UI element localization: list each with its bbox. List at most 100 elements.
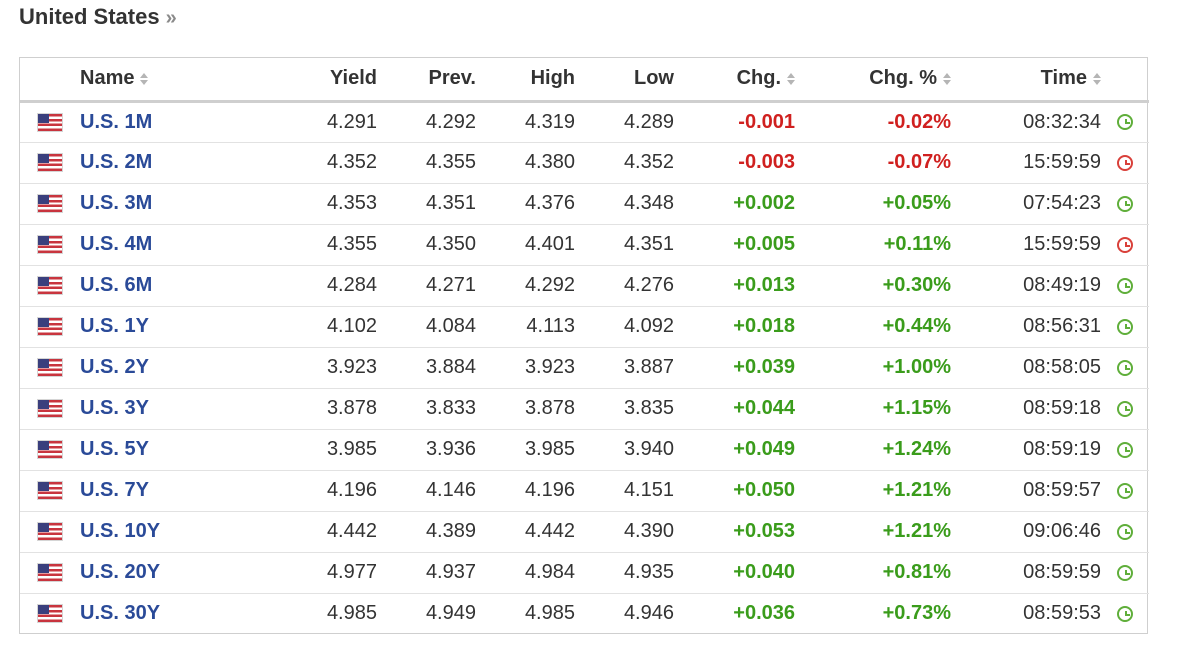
flag-cell	[20, 142, 80, 183]
name-cell: U.S. 1M	[80, 101, 255, 142]
status-cell	[1101, 429, 1149, 470]
yield-cell: 4.196	[326, 479, 377, 501]
clock-icon	[1117, 236, 1133, 253]
sort-icon	[140, 72, 149, 85]
bond-name-link[interactable]: U.S. 30Y	[80, 602, 161, 625]
clock-icon	[1117, 523, 1133, 540]
bond-name-link[interactable]: U.S. 4M	[80, 233, 153, 255]
flag-cell	[20, 388, 80, 429]
high-cell: 3.878	[524, 397, 575, 419]
change-percent-cell: +0.05%	[882, 192, 951, 214]
us-flag-icon	[38, 277, 62, 295]
section-title-link[interactable]: United States»	[19, 4, 177, 30]
chg-pct-column-header[interactable]: Chg. %	[795, 58, 951, 103]
flag-cell	[20, 470, 80, 511]
prev-header-label: Prev.	[428, 67, 476, 90]
time-column-header[interactable]: Time	[951, 58, 1101, 103]
change-cell: +0.049	[733, 438, 795, 460]
flag-cell	[20, 265, 80, 306]
bond-name-link[interactable]: U.S. 2M	[80, 151, 153, 173]
prev-cell: 3.833	[425, 397, 476, 419]
prev-cell: 4.351	[425, 192, 476, 214]
status-cell	[1101, 511, 1149, 552]
low-cell: 4.092	[623, 315, 674, 337]
table-header-row: Name Yield Prev. High Low Chg. Chg. % Ti…	[20, 58, 1149, 103]
flag-cell	[20, 347, 80, 388]
bond-yields-table: Name Yield Prev. High Low Chg. Chg. % Ti…	[20, 58, 1149, 634]
change-cell: +0.036	[733, 602, 795, 625]
us-flag-icon	[38, 318, 62, 336]
bond-name-link[interactable]: U.S. 3M	[80, 192, 153, 214]
bond-name-link[interactable]: U.S. 5Y	[80, 438, 149, 460]
time-cell: 08:32:34	[1023, 110, 1101, 133]
change-cell: -0.003	[738, 151, 795, 173]
table-row: U.S. 7Y 4.196 4.146 4.196 4.151 +0.050 +1.21% 0…	[20, 470, 1149, 511]
low-cell: 3.887	[623, 356, 674, 378]
bond-name-link[interactable]: U.S. 20Y	[80, 561, 161, 583]
change-percent-cell: +1.15%	[882, 397, 951, 419]
high-cell: 4.442	[524, 520, 575, 542]
name-column-header[interactable]: Name	[80, 58, 255, 103]
clock-icon	[1117, 195, 1133, 212]
change-cell: +0.039	[733, 356, 795, 378]
time-cell: 08:59:59	[1023, 561, 1101, 583]
change-percent-cell: +0.81%	[882, 561, 951, 583]
change-cell: +0.013	[733, 274, 795, 296]
chg-column-header[interactable]: Chg.	[674, 58, 795, 103]
change-percent-cell: -0.07%	[887, 151, 951, 173]
low-cell: 4.351	[623, 233, 674, 255]
high-cell: 3.923	[524, 356, 575, 378]
high-cell: 4.196	[524, 479, 575, 501]
low-column-header[interactable]: Low	[575, 58, 674, 103]
table-row: U.S. 3Y 3.878 3.833 3.878 3.835 +0.044 +1.15% 0…	[20, 388, 1149, 429]
yield-column-header[interactable]: Yield	[255, 58, 377, 103]
change-cell: +0.050	[733, 479, 795, 501]
name-cell: U.S. 7Y	[80, 470, 255, 511]
change-percent-cell: +0.44%	[882, 315, 951, 337]
table-row: U.S. 3M 4.353 4.351 4.376 4.348 +0.002 +0.05% 0…	[20, 183, 1149, 224]
high-column-header[interactable]: High	[476, 58, 575, 103]
flag-cell	[20, 101, 80, 142]
table-row: U.S. 6M 4.284 4.271 4.292 4.276 +0.013 +0.30% 0…	[20, 265, 1149, 306]
flag-cell	[20, 429, 80, 470]
prev-cell: 4.084	[425, 315, 476, 337]
table-row: U.S. 1M 4.291 4.292 4.319 4.289 -0.001 -0.02% 0…	[20, 101, 1149, 142]
flag-column-header	[20, 58, 80, 103]
name-cell: U.S. 4M	[80, 224, 255, 265]
bond-name-link[interactable]: U.S. 1M	[80, 110, 153, 133]
bond-name-link[interactable]: U.S. 7Y	[80, 479, 149, 501]
change-percent-cell: -0.02%	[887, 110, 951, 133]
prev-column-header[interactable]: Prev.	[377, 58, 476, 103]
clock-icon	[1117, 277, 1133, 294]
name-cell: U.S. 30Y	[80, 593, 255, 634]
time-cell: 08:58:05	[1023, 356, 1101, 378]
yield-cell: 4.102	[326, 315, 377, 337]
change-cell: +0.002	[733, 192, 795, 214]
prev-cell: 4.937	[425, 561, 476, 583]
bond-name-link[interactable]: U.S. 10Y	[80, 520, 161, 542]
low-cell: 4.935	[623, 561, 674, 583]
bond-name-link[interactable]: U.S. 3Y	[80, 397, 149, 419]
clock-icon	[1117, 400, 1133, 417]
table-row: U.S. 1Y 4.102 4.084 4.113 4.092 +0.018 +0.44% 0…	[20, 306, 1149, 347]
clock-icon	[1117, 605, 1133, 622]
bond-name-link[interactable]: U.S. 1Y	[80, 315, 149, 337]
change-percent-cell: +0.30%	[882, 274, 951, 296]
chg-header-label: Chg.	[736, 67, 781, 90]
prev-cell: 3.884	[425, 356, 476, 378]
bond-yields-table-container: Name Yield Prev. High Low Chg. Chg. % Ti…	[19, 57, 1149, 634]
table-row: U.S. 10Y 4.442 4.389 4.442 4.390 +0.053 +1.21%…	[20, 511, 1149, 552]
status-cell	[1101, 306, 1149, 347]
yield-cell: 4.284	[326, 274, 377, 296]
bond-name-link[interactable]: U.S. 2Y	[80, 356, 149, 378]
low-cell: 4.276	[623, 274, 674, 296]
yield-cell: 3.878	[326, 397, 377, 419]
status-cell	[1101, 593, 1149, 634]
yield-cell: 4.985	[326, 602, 377, 625]
name-cell: U.S. 3Y	[80, 388, 255, 429]
bond-name-link[interactable]: U.S. 6M	[80, 274, 153, 296]
time-header-label: Time	[1040, 67, 1087, 90]
change-percent-cell: +1.24%	[882, 438, 951, 460]
change-cell: +0.053	[733, 520, 795, 542]
us-flag-icon	[38, 236, 62, 254]
